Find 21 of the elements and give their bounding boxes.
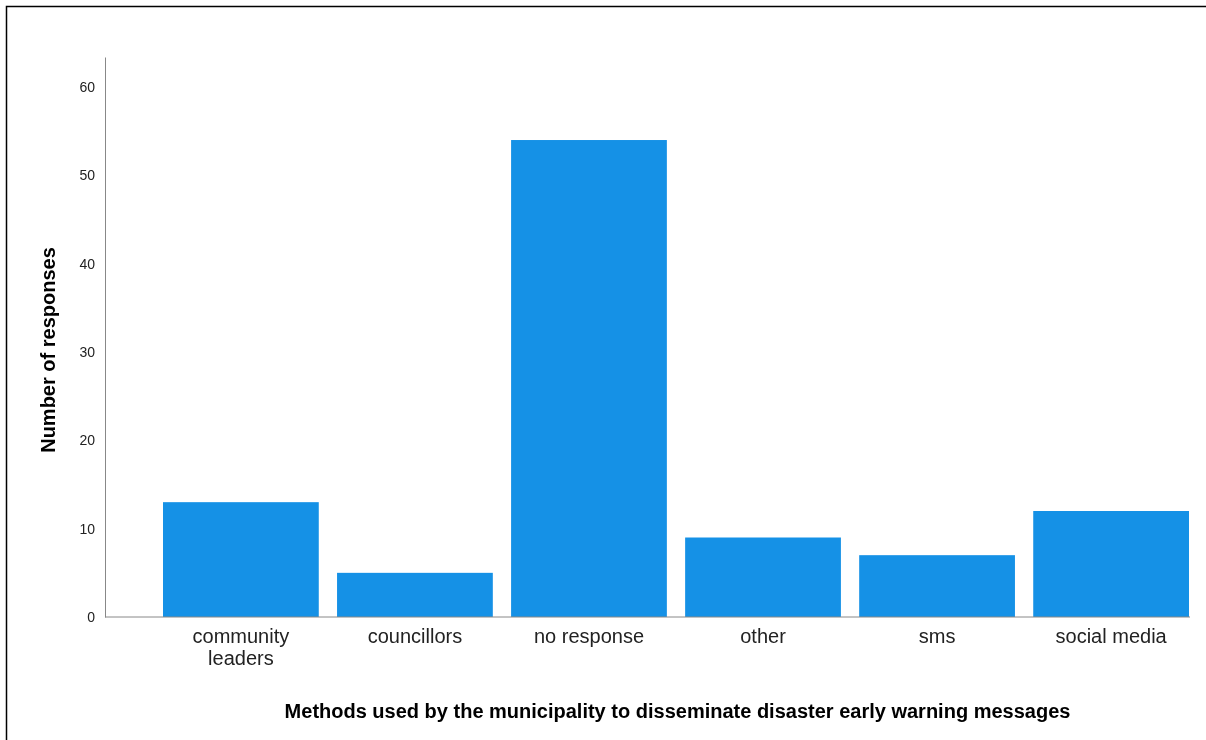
x-tick-label: social media [1055,625,1168,648]
y-tick-label: 40 [79,255,96,272]
bar [337,572,493,617]
x-axis-title: Methods used by the municipality to disseminate disaster early warning messages [284,700,1071,722]
y-tick-label: 10 [79,520,96,537]
y-tick-label: 60 [79,79,96,96]
bar [685,537,841,617]
x-tick-label: community leaders [192,625,290,670]
y-tick-label: 50 [79,167,96,184]
y-tick-label: 30 [79,344,96,360]
bar [1033,511,1189,617]
x-tick-label: other [740,625,787,648]
x-tick-label: no response [533,625,645,648]
y-axis-title: Number of responses [37,247,59,453]
x-tick-label: sms [918,625,956,648]
y-tick-label: 0 [87,608,96,625]
bar [511,140,667,617]
bar [859,555,1015,617]
y-tick-label: 20 [79,432,96,449]
bar [163,502,319,617]
x-tick-label: councillors [367,625,463,648]
